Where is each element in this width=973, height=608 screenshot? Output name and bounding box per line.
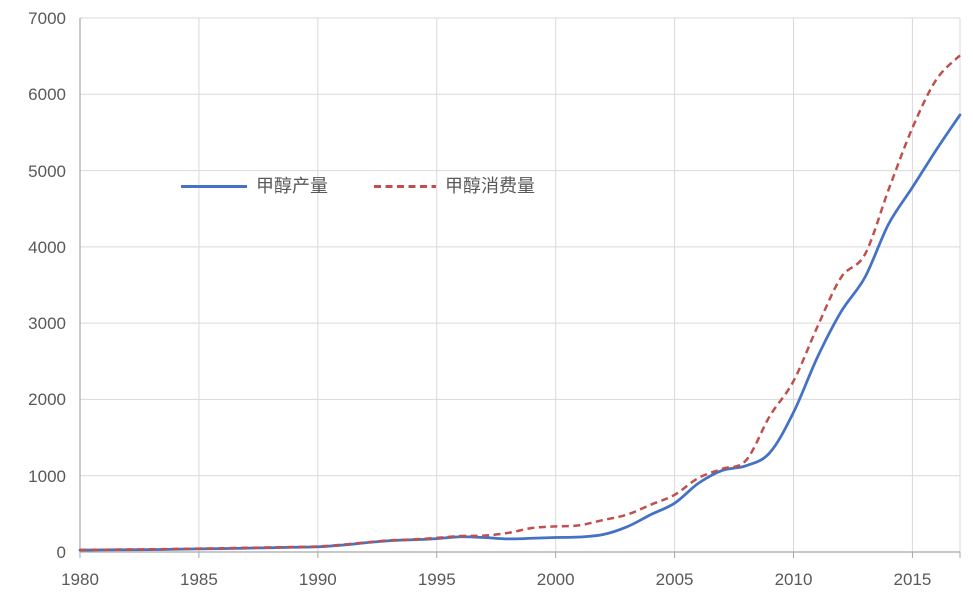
y-axis-tick-label: 0 xyxy=(56,543,66,562)
x-gridlines xyxy=(198,18,961,552)
x-axis-tick-label: 2015 xyxy=(893,570,932,589)
x-axis-tick-label: 2005 xyxy=(655,570,694,589)
production-legend-label: 甲醇产量 xyxy=(256,175,328,196)
y-axis-tick-label: 1000 xyxy=(28,466,66,486)
x-axis-tick-label: 2010 xyxy=(774,570,813,589)
consumption-line-swatch xyxy=(374,185,436,188)
production-line-swatch xyxy=(181,185,247,188)
legend-item-production[interactable]: 甲醇产量 xyxy=(181,176,328,198)
consumption-line xyxy=(79,54,961,552)
y-axis-tick-label: 5000 xyxy=(28,161,66,181)
x-axis-tick-label: 1990 xyxy=(298,570,337,589)
x-axis-tick-label: 1985 xyxy=(179,570,218,589)
y-axis-tick-label: 3000 xyxy=(28,314,66,334)
x-axis-tick-label: 1980 xyxy=(61,570,99,589)
legend-item-consumption[interactable]: 甲醇消费量 xyxy=(374,176,535,198)
y-axis-tick-label: 2000 xyxy=(28,390,66,410)
y-axis-tick-label: 6000 xyxy=(28,85,66,105)
legend: 甲醇产量 甲醇消费量 xyxy=(181,174,535,199)
axis-lines xyxy=(79,18,960,553)
x-axis-tick-label: 2000 xyxy=(536,570,575,589)
y-axis-tick-label: 4000 xyxy=(28,237,66,257)
x-axis-tick-label: 1995 xyxy=(417,570,456,589)
y-axis-tick-label: 7000 xyxy=(28,9,66,28)
consumption-legend-label: 甲醇消费量 xyxy=(445,175,535,196)
axis-tick-marks xyxy=(79,552,961,558)
y-gridlines xyxy=(80,17,960,477)
